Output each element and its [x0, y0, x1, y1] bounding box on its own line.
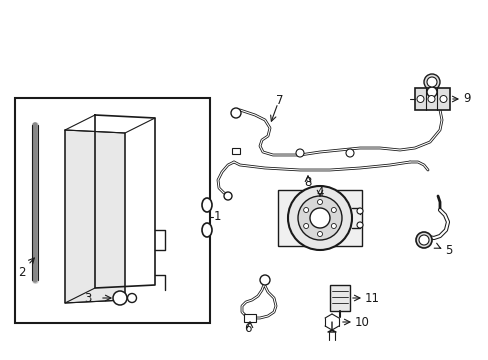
Polygon shape [65, 130, 125, 303]
Circle shape [295, 149, 304, 157]
Circle shape [416, 95, 423, 103]
Text: 6: 6 [244, 321, 251, 334]
Text: 11: 11 [364, 292, 379, 305]
Bar [414, 88, 449, 110]
Circle shape [317, 199, 322, 204]
Circle shape [418, 235, 428, 245]
Circle shape [426, 87, 436, 97]
Text: 1: 1 [214, 211, 221, 224]
Circle shape [127, 293, 136, 302]
Ellipse shape [202, 223, 212, 237]
Text: 8: 8 [304, 175, 311, 189]
Text: 5: 5 [444, 243, 451, 256]
Circle shape [423, 74, 439, 90]
Circle shape [317, 231, 322, 237]
Circle shape [356, 208, 362, 214]
Text: 7: 7 [276, 94, 283, 107]
Text: 3: 3 [84, 292, 92, 305]
Circle shape [113, 291, 127, 305]
Circle shape [287, 186, 351, 250]
Bar [15, 98, 209, 323]
Circle shape [415, 232, 431, 248]
Text: 2: 2 [18, 266, 26, 279]
Circle shape [356, 222, 362, 228]
Circle shape [297, 196, 341, 240]
Circle shape [426, 77, 436, 87]
Text: 4: 4 [316, 185, 323, 198]
Circle shape [427, 95, 434, 103]
Circle shape [331, 224, 336, 229]
Circle shape [331, 207, 336, 212]
Circle shape [346, 149, 353, 157]
Text: 10: 10 [354, 315, 369, 328]
Circle shape [224, 192, 231, 200]
Bar [278, 190, 361, 246]
Circle shape [303, 224, 308, 229]
Circle shape [303, 207, 308, 212]
Circle shape [309, 208, 329, 228]
Circle shape [230, 108, 241, 118]
Bar [329, 285, 349, 311]
Circle shape [439, 95, 446, 103]
Circle shape [260, 275, 269, 285]
Ellipse shape [202, 198, 212, 212]
Bar [231, 148, 240, 154]
Text: 9: 9 [462, 93, 469, 105]
Bar [244, 314, 256, 322]
